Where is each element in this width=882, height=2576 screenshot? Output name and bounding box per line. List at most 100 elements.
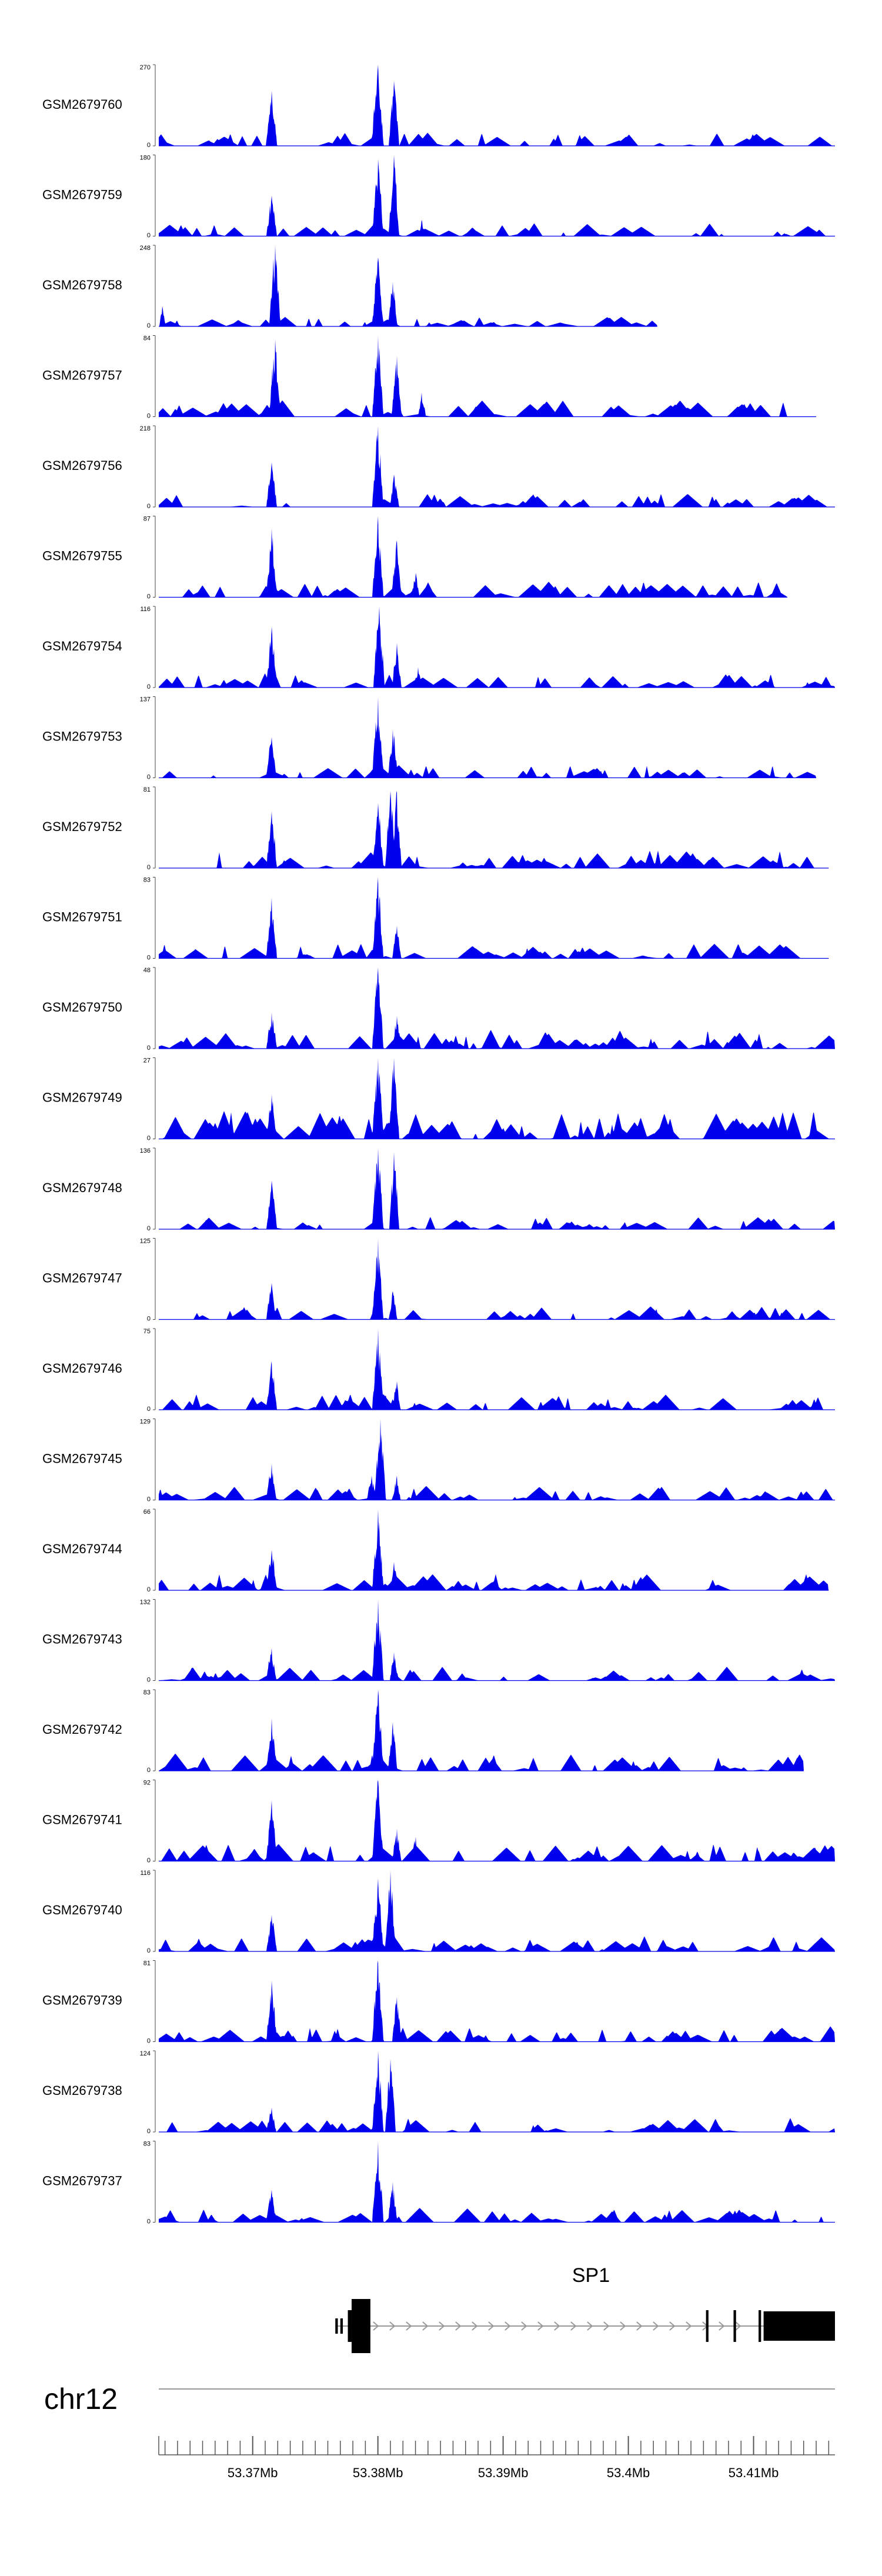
track-ymin-label: 0 xyxy=(147,1496,151,1503)
track-label: GSM2679743 xyxy=(42,1632,122,1647)
track-ymin-label: 0 xyxy=(147,232,151,239)
track-ymax-label: 116 xyxy=(140,606,151,613)
track-ymax-label: 129 xyxy=(140,1419,151,1426)
track-label: GSM2679737 xyxy=(42,2174,122,2188)
coverage-area xyxy=(159,696,816,778)
track-ymin-label: 0 xyxy=(147,2038,151,2045)
track-ymin-label: 0 xyxy=(147,142,151,149)
strand-arrow xyxy=(554,2321,560,2331)
track-GSM2679751: GSM2679751 83 0 xyxy=(42,877,829,962)
track-GSM2679740: GSM2679740 116 0 xyxy=(42,1870,835,1954)
track-ymin-label: 0 xyxy=(147,1135,151,1142)
track-ymin-label: 0 xyxy=(147,1406,151,1413)
coverage-area xyxy=(159,1960,835,2042)
track-ymin-label: 0 xyxy=(147,774,151,781)
track-ymax-label: 136 xyxy=(140,1147,151,1154)
axis-tick-label: 53.4Mb xyxy=(607,2465,650,2480)
strand-arrow xyxy=(406,2321,412,2331)
track-label: GSM2679742 xyxy=(42,1722,122,1737)
coverage-tracks: GSM26797602700GSM26797591800GSM267975824… xyxy=(42,64,835,2225)
strand-arrow xyxy=(603,2321,610,2331)
strand-arrow xyxy=(521,2321,527,2331)
axis-tick-label: 53.38Mb xyxy=(353,2465,403,2480)
coverage-area xyxy=(159,1509,828,1590)
track-ymin-label: 0 xyxy=(147,1225,151,1232)
track-label: GSM2679759 xyxy=(42,188,122,202)
track-GSM2679746: GSM2679746 75 0 xyxy=(42,1328,835,1413)
track-ymin-label: 0 xyxy=(147,413,151,420)
track-ymax-label: 66 xyxy=(143,1509,151,1516)
axis-tick-label: 53.39Mb xyxy=(478,2465,529,2480)
gene-exon xyxy=(335,2318,338,2334)
track-ymax-label: 48 xyxy=(143,967,151,974)
track-ymax-label: 83 xyxy=(143,2141,151,2148)
track-GSM2679753: GSM2679753 137 0 xyxy=(42,696,817,781)
genome-axis: chr12 53.37Mb 53.38Mb 53.39Mb 53.4Mb 53.41Mb xyxy=(44,2383,835,2480)
strand-arrow xyxy=(472,2321,478,2331)
track-label: GSM2679739 xyxy=(42,1993,122,2008)
gene-exon xyxy=(706,2310,709,2342)
track-ymin-label: 0 xyxy=(147,1947,151,1954)
track-GSM2679742: GSM2679742 83 0 xyxy=(42,1689,804,1774)
strand-arrow xyxy=(537,2321,544,2331)
track-label: GSM2679745 xyxy=(42,1451,122,1466)
track-GSM2679747: GSM2679747 125 0 xyxy=(42,1238,835,1323)
track-GSM2679756: GSM2679756 218 0 xyxy=(42,425,835,510)
track-GSM2679744: GSM2679744 66 0 xyxy=(42,1509,829,1593)
track-ymin-label: 0 xyxy=(147,1857,151,1864)
track-label: GSM2679751 xyxy=(42,910,122,925)
coverage-area xyxy=(159,2141,835,2223)
track-ymin-label: 0 xyxy=(147,593,151,600)
strand-arrow xyxy=(373,2321,379,2331)
strand-arrow xyxy=(620,2321,626,2331)
gene-exon xyxy=(733,2310,736,2342)
track-ymax-label: 81 xyxy=(143,1960,151,1967)
track-GSM2679754: GSM2679754 116 0 xyxy=(42,606,835,690)
coverage-area xyxy=(159,1690,804,1771)
strand-arrow xyxy=(669,2321,676,2331)
track-ymin-label: 0 xyxy=(147,2218,151,2225)
track-label: GSM2679752 xyxy=(42,819,122,834)
track-ymax-label: 83 xyxy=(143,877,151,884)
track-label: GSM2679757 xyxy=(42,368,122,383)
strand-arrow xyxy=(735,2321,741,2331)
strand-arrow xyxy=(636,2321,643,2331)
strand-arrow xyxy=(455,2321,462,2331)
track-ymax-label: 270 xyxy=(140,64,151,71)
coverage-area xyxy=(159,426,835,507)
track-GSM2679760: GSM2679760 270 0 xyxy=(42,64,835,149)
track-GSM2679739: GSM2679739 81 0 xyxy=(42,1960,835,2045)
coverage-area xyxy=(159,155,835,236)
track-GSM2679752: GSM2679752 81 0 xyxy=(42,786,829,871)
coverage-area xyxy=(159,335,816,417)
coverage-area xyxy=(159,967,835,1049)
track-ymax-label: 83 xyxy=(143,1689,151,1696)
track-ymax-label: 248 xyxy=(140,245,151,252)
track-label: GSM2679753 xyxy=(42,729,122,744)
track-ymax-label: 124 xyxy=(140,2050,151,2057)
track-ymin-label: 0 xyxy=(147,955,151,962)
track-ymax-label: 92 xyxy=(143,1780,151,1787)
gene-exon xyxy=(340,2318,343,2334)
track-label: GSM2679749 xyxy=(42,1090,122,1105)
track-GSM2679741: GSM2679741 92 0 xyxy=(42,1780,835,1864)
gene-track: SP1 xyxy=(335,2264,835,2353)
track-label: GSM2679747 xyxy=(42,1271,122,1286)
track-ymin-label: 0 xyxy=(147,1316,151,1323)
track-GSM2679748: GSM2679748 136 0 xyxy=(42,1147,835,1232)
track-ymax-label: 116 xyxy=(140,1870,151,1877)
track-ymin-label: 0 xyxy=(147,322,151,329)
track-label: GSM2679750 xyxy=(42,1000,122,1015)
coverage-area xyxy=(159,516,787,598)
track-label: GSM2679738 xyxy=(42,2083,122,2098)
coverage-area xyxy=(159,1329,835,1410)
coverage-area xyxy=(159,1057,835,1139)
track-ymax-label: 180 xyxy=(140,155,151,162)
gene-exon xyxy=(763,2311,835,2341)
strand-arrow xyxy=(587,2321,593,2331)
coverage-area xyxy=(159,790,828,868)
track-GSM2679759: GSM2679759 180 0 xyxy=(42,155,835,239)
track-label: GSM2679740 xyxy=(42,1903,122,1917)
track-ymax-label: 75 xyxy=(143,1328,151,1335)
